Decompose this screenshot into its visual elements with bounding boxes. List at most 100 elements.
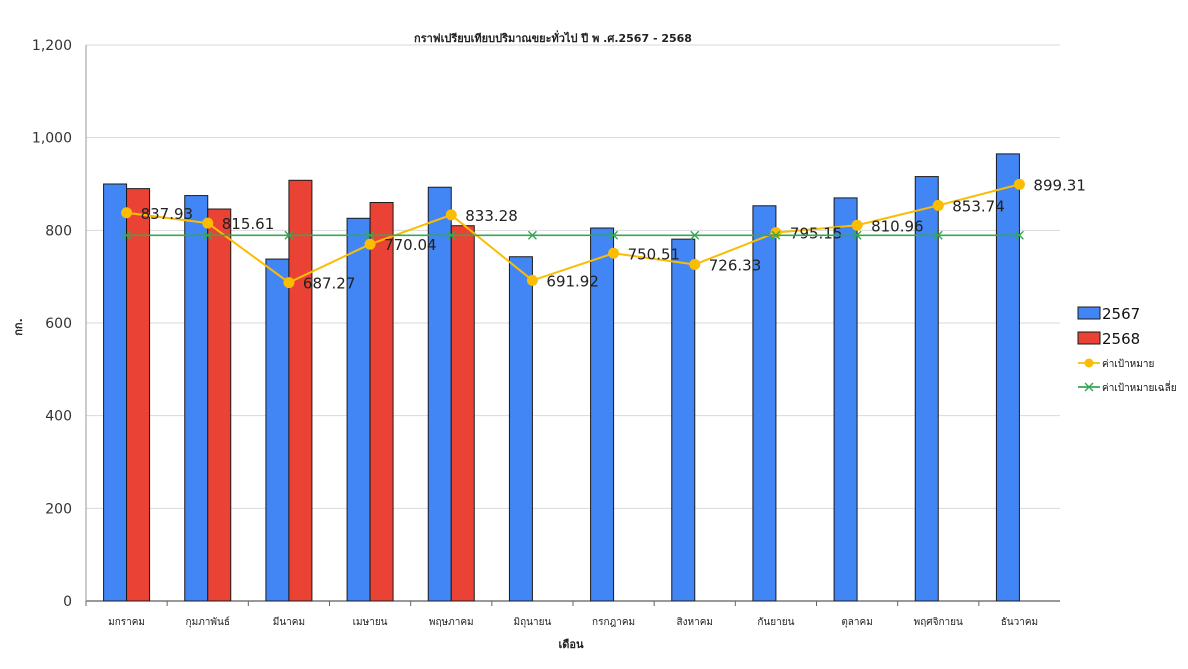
legend-marker	[1084, 358, 1094, 368]
x-tick-label: กุมภาพันธ์	[186, 616, 230, 628]
bars	[103, 153, 1020, 602]
data-label: 853.74	[952, 197, 1005, 215]
bar-2568	[450, 225, 475, 602]
x-tick-label: พฤศจิกายน	[914, 617, 963, 628]
legend-marker-stroke	[1084, 382, 1094, 392]
x-marker-stroke	[203, 230, 213, 240]
bar-2567	[265, 258, 290, 602]
x-marker-stroke	[284, 230, 294, 240]
x-marker-ค่าเป้าหมายเฉลี่ย	[933, 230, 943, 240]
data-label: 687.27	[303, 275, 356, 293]
x-marker-stroke	[933, 230, 943, 240]
point-ค่าเป้าหมาย	[689, 258, 701, 270]
data-label: 899.31	[1033, 176, 1086, 194]
x-marker-stroke	[690, 230, 700, 240]
y-tick-label: 800	[45, 223, 72, 239]
data-label: 795.15	[790, 225, 843, 243]
x-marker-stroke	[609, 230, 619, 240]
x-marker-ค่าเป้าหมายเฉลี่ย	[122, 230, 132, 240]
y-axis: 0 200 400 600 800 1,000 1,200	[32, 38, 87, 610]
y-axis-label: กก.	[12, 318, 25, 336]
point-ค่าเป้าหมาย	[608, 247, 620, 259]
data-label: 810.96	[871, 217, 924, 235]
point-ค่าเป้าหมาย	[770, 227, 782, 239]
x-axis-label: เดือน	[558, 638, 584, 651]
bar-2567	[833, 197, 858, 602]
data-label: 833.28	[465, 207, 518, 225]
bar-2567	[103, 183, 128, 602]
x-marker-ค่าเป้าหมายเฉลี่ย	[690, 230, 700, 240]
point-ค่าเป้าหมาย	[1013, 178, 1025, 190]
x-tick-label: ธันวาคม	[1001, 617, 1038, 628]
bar-2568	[126, 188, 151, 602]
legend-swatch-2567	[1077, 306, 1101, 320]
point-ค่าเป้าหมาย	[445, 209, 457, 221]
data-label: 691.92	[546, 272, 599, 290]
legend-marker	[1084, 382, 1094, 392]
y-tick-label: 400	[45, 409, 72, 425]
x-tick-label: มีนาคม	[273, 616, 305, 628]
data-label: 726.33	[709, 256, 762, 274]
point-ค่าเป้าหมาย	[202, 217, 214, 229]
legend-label: ค่าเป้าหมาย	[1102, 358, 1154, 370]
x-marker-ค่าเป้าหมายเฉลี่ย	[446, 230, 456, 240]
y-tick-label: 1,000	[32, 131, 72, 147]
x-tick-label: พฤษภาคม	[429, 617, 474, 628]
x-marker-ค่าเป้าหมายเฉลี่ย	[609, 230, 619, 240]
legend-label: ค่าเป้าหมายเฉลี่ย	[1102, 380, 1177, 394]
point-ค่าเป้าหมาย	[851, 219, 863, 231]
y-tick-label: 600	[45, 316, 72, 332]
x-marker-stroke	[852, 230, 862, 240]
x-marker-stroke	[365, 230, 375, 240]
y-tick-label: 1,200	[32, 38, 72, 54]
x-tick-label: กันยายน	[757, 617, 794, 628]
x-marker-ค่าเป้าหมายเฉลี่ย	[365, 230, 375, 240]
gridlines	[86, 44, 1060, 602]
legend-swatch-2568	[1077, 331, 1101, 345]
bar-2567	[184, 195, 209, 602]
x-tick-label: มิถุนายน	[514, 617, 552, 628]
x-marker-stroke	[1014, 230, 1024, 240]
bar-2567	[752, 205, 777, 602]
x-marker-ค่าเป้าหมายเฉลี่ย	[284, 230, 294, 240]
x-marker-ค่าเป้าหมายเฉลี่ย	[203, 230, 213, 240]
data-label: 770.04	[384, 236, 437, 254]
point-ค่าเป้าหมาย	[283, 277, 295, 289]
chart-title: กราฟเปรียบเทียบปริมาณขยะทั่วไป ปี พ .ศ.2…	[414, 30, 692, 45]
bar-2567	[508, 256, 533, 602]
data-label: 837.93	[141, 205, 194, 223]
line-ค่าเป้าหมาย	[126, 183, 1020, 284]
x-marker-ค่าเป้าหมายเฉลี่ย	[771, 230, 781, 240]
x-marker-ค่าเป้าหมายเฉลี่ย	[1014, 230, 1024, 240]
point-ค่าเป้าหมาย	[932, 199, 944, 211]
bar-2567	[995, 153, 1020, 602]
legend-label: 2567	[1102, 305, 1140, 323]
legend-label: 2568	[1102, 330, 1140, 348]
point-ค่าเป้าหมาย	[121, 207, 133, 219]
bar-2567	[914, 176, 939, 602]
x-marker-stroke	[771, 230, 781, 240]
y-tick-label: 200	[45, 501, 72, 517]
x-axis: มกราคม กุมภาพันธ์ มีนาคม เมษายน พฤษภาคม มิถุน…	[85, 601, 1038, 628]
x-marker-stroke	[527, 230, 537, 240]
point-ค่าเป้าหมาย	[364, 238, 376, 250]
data-label: 815.61	[222, 215, 275, 233]
data-label: 750.51	[628, 245, 681, 263]
x-tick-label: สิงหาคม	[677, 617, 713, 628]
bar-2568	[369, 202, 394, 602]
bar-2568	[207, 208, 232, 602]
x-marker-stroke	[446, 230, 456, 240]
bar-2567	[590, 227, 615, 602]
x-tick-label: มกราคม	[108, 617, 145, 628]
bar-2567	[671, 238, 696, 602]
x-marker-ค่าเป้าหมายเฉลี่ย	[527, 230, 537, 240]
point-ค่าเป้าหมาย	[526, 274, 538, 286]
y-tick-label: 0	[63, 594, 72, 610]
x-marker-ค่าเป้าหมายเฉลี่ย	[852, 230, 862, 240]
bar-2568	[288, 179, 313, 602]
x-tick-label: กรกฎาคม	[592, 617, 635, 628]
x-tick-label: ตุลาคม	[841, 617, 873, 628]
